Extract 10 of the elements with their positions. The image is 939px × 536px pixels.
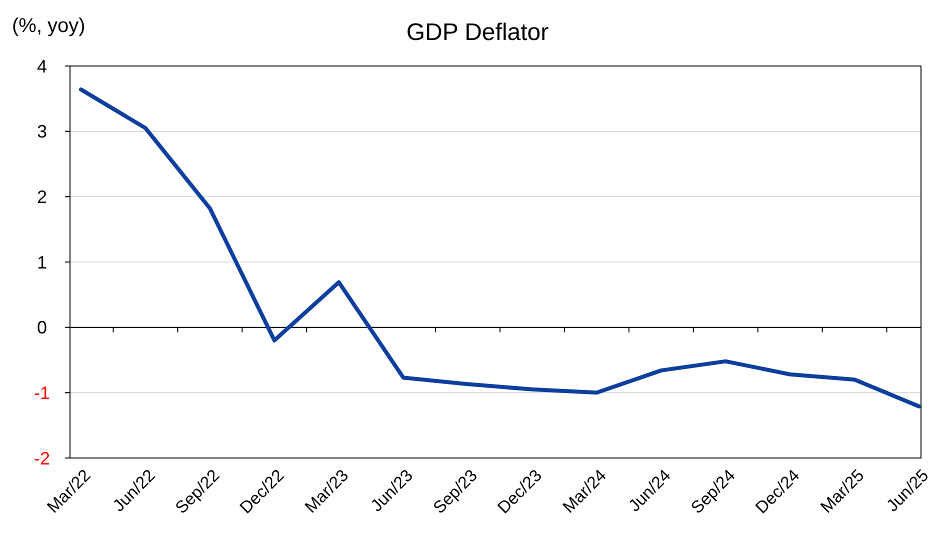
y-tick-label: 3	[36, 122, 48, 142]
chart-title: GDP Deflator	[406, 19, 549, 46]
y-tick-label: 1	[36, 252, 48, 272]
y-tick-label: -1	[34, 382, 50, 403]
y-tick-label: 4	[36, 56, 48, 76]
y-tick-label: 2	[36, 186, 48, 207]
y-tick-label: -2	[34, 448, 50, 468]
y-tick-label: 0	[36, 318, 48, 338]
y-axis-title: (%, yoy)	[12, 15, 86, 37]
line-series	[79, 88, 921, 408]
